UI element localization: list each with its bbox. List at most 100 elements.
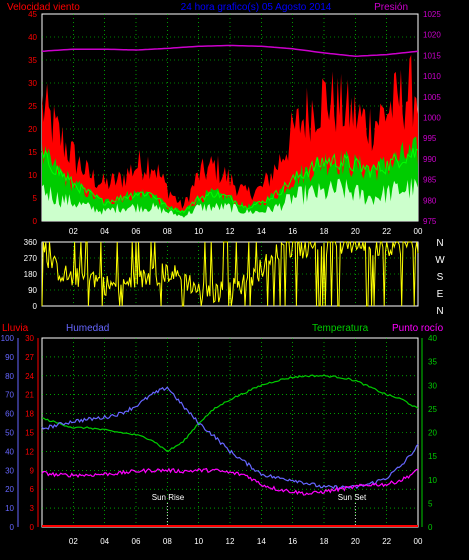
pressure-y-tick: 980 — [423, 196, 437, 205]
pressure-y-tick: 990 — [423, 155, 437, 164]
wind-y-tick: 5 — [33, 194, 38, 203]
temperature-y-tick: 25 — [428, 405, 437, 414]
wind-x-tick: 20 — [351, 227, 360, 236]
compass-w: W — [435, 255, 445, 266]
humidity-x-tick: 20 — [351, 537, 360, 546]
wind-x-tick: 16 — [288, 227, 297, 236]
wind-y-tick: 35 — [28, 56, 37, 65]
rain-y-tick: 24 — [25, 372, 34, 381]
compass-s: S — [437, 272, 444, 283]
humidity-y-tick: 20 — [5, 485, 14, 494]
rain-y-tick: 27 — [25, 353, 34, 362]
pressure-y-tick: 1000 — [423, 114, 441, 123]
wind-y-tick: 30 — [28, 79, 37, 88]
rain-y-tick: 15 — [25, 429, 34, 438]
compass-n-top: N — [436, 238, 443, 249]
wind-x-tick: 00 — [414, 227, 423, 236]
humidity-x-tick: 02 — [69, 537, 78, 546]
humidity-y-tick: 90 — [5, 353, 14, 362]
humidity-y-tick: 40 — [5, 447, 14, 456]
direction-y-tick: 270 — [24, 254, 38, 263]
wind-speed-label: Velocidad viento — [7, 2, 80, 13]
wind-y-tick: 20 — [28, 125, 37, 134]
wind-x-tick: 06 — [132, 227, 141, 236]
temperature-label: Temperatura — [312, 323, 369, 334]
rain-y-tick: 3 — [30, 504, 35, 513]
rain-y-tick: 18 — [25, 410, 34, 419]
pressure-label: Presión — [374, 2, 408, 13]
temperature-line — [41, 374, 419, 453]
wind-x-tick: 14 — [257, 227, 266, 236]
direction-y-tick: 360 — [24, 238, 38, 247]
humidity-x-tick: 04 — [100, 537, 109, 546]
temperature-y-tick: 20 — [428, 429, 437, 438]
temperature-y-tick: 5 — [428, 499, 433, 508]
humidity-y-tick: 0 — [10, 523, 15, 532]
wind-x-tick: 12 — [226, 227, 235, 236]
dewpoint-line — [41, 467, 419, 496]
direction-y-tick: 0 — [33, 302, 38, 311]
humidity-y-tick: 100 — [1, 334, 15, 343]
rain-y-tick: 0 — [30, 523, 35, 532]
humidity-x-tick: 06 — [132, 537, 141, 546]
wind-x-tick: 18 — [320, 227, 329, 236]
wind-y-tick: 25 — [28, 102, 37, 111]
rain-y-tick: 6 — [30, 485, 35, 494]
temperature-y-tick: 35 — [428, 358, 437, 367]
pressure-y-tick: 1010 — [423, 72, 441, 81]
humidity-y-tick: 30 — [5, 466, 14, 475]
humidity-y-tick: 70 — [5, 391, 14, 400]
chart-title: 24 hora grafico(s) 05 Agosto 2014 — [181, 2, 332, 13]
dewpoint-label: Punto rocío — [392, 323, 444, 334]
wind-x-tick: 10 — [194, 227, 203, 236]
rain-y-tick: 30 — [25, 334, 34, 343]
compass-n-bottom: N — [436, 306, 443, 317]
pressure-line — [41, 44, 419, 57]
humidity-y-tick: 60 — [5, 410, 14, 419]
wind-avg-area — [42, 177, 418, 221]
direction-y-tick: 90 — [28, 286, 37, 295]
pressure-y-tick: 995 — [423, 134, 437, 143]
rain-y-tick: 9 — [30, 466, 35, 475]
temperature-y-tick: 0 — [428, 523, 433, 532]
wind-y-tick: 10 — [28, 171, 37, 180]
temperature-y-tick: 15 — [428, 452, 437, 461]
pressure-y-tick: 1015 — [423, 51, 441, 60]
pressure-y-tick: 1005 — [423, 93, 441, 102]
pressure-y-tick: 1020 — [423, 31, 441, 40]
temperature-y-tick: 10 — [428, 476, 437, 485]
rain-y-tick: 21 — [25, 391, 34, 400]
direction-y-tick: 180 — [24, 270, 38, 279]
humidity-x-tick: 12 — [226, 537, 235, 546]
wind-x-tick: 08 — [163, 227, 172, 236]
rain-y-tick: 12 — [25, 447, 34, 456]
compass-e: E — [437, 289, 444, 300]
pressure-y-tick: 975 — [423, 217, 437, 226]
humidity-x-tick: 14 — [257, 537, 266, 546]
wind-y-tick: 45 — [28, 10, 37, 19]
sunset-label: Sun Set — [338, 493, 367, 502]
sunrise-label: Sun Rise — [152, 493, 185, 502]
humidity-y-tick: 10 — [5, 504, 14, 513]
pressure-y-tick: 1025 — [423, 10, 441, 19]
humidity-x-tick: 10 — [194, 537, 203, 546]
humidity-x-tick: 22 — [382, 537, 391, 546]
humidity-y-tick: 50 — [5, 429, 14, 438]
temperature-y-tick: 30 — [428, 381, 437, 390]
pressure-y-tick: 985 — [423, 176, 437, 185]
wind-direction-line — [41, 241, 419, 307]
wind-speed-line — [41, 148, 419, 214]
wind-x-tick: 04 — [100, 227, 109, 236]
humidity-x-tick: 08 — [163, 537, 172, 546]
rain-label: Lluvia — [2, 323, 29, 334]
humidity-x-tick: 00 — [414, 537, 423, 546]
wind-x-tick: 22 — [382, 227, 391, 236]
wind-x-tick: 02 — [69, 227, 78, 236]
humidity-x-tick: 18 — [320, 537, 329, 546]
humidity-x-tick: 16 — [288, 537, 297, 546]
wind-y-tick: 40 — [28, 33, 37, 42]
wind-y-tick: 15 — [28, 148, 37, 157]
humidity-label: Humedad — [66, 323, 109, 334]
